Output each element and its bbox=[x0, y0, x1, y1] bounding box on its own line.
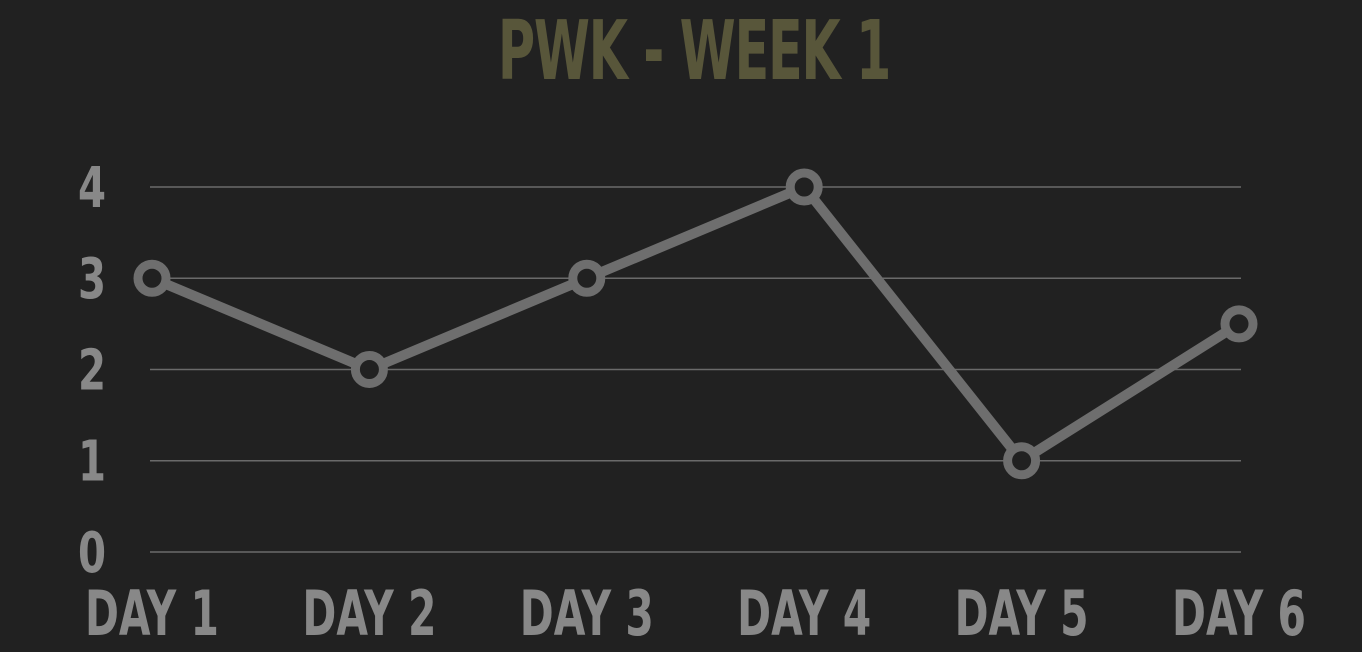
gridlines bbox=[150, 186, 1241, 553]
y-tick-label: 2 bbox=[78, 338, 106, 403]
chart-title: PWK - WEEK 1 bbox=[497, 4, 892, 99]
data-point bbox=[568, 259, 606, 297]
y-tick-label: 0 bbox=[78, 520, 106, 585]
y-axis-ticks: 0 1 2 3 4 bbox=[78, 155, 106, 585]
data-point bbox=[1003, 442, 1041, 480]
series-line bbox=[147, 182, 1244, 466]
x-tick-label: DAY 4 bbox=[737, 578, 871, 650]
data-point bbox=[785, 168, 823, 206]
y-tick-label: 4 bbox=[78, 155, 106, 220]
x-tick-label: DAY 5 bbox=[955, 578, 1089, 650]
y-tick-label: 3 bbox=[78, 247, 106, 312]
x-tick-label: DAY 3 bbox=[520, 578, 654, 650]
series-layer bbox=[133, 168, 1258, 480]
data-point bbox=[1220, 305, 1258, 343]
x-tick-label: DAY 6 bbox=[1172, 578, 1306, 650]
y-tick-label: 1 bbox=[78, 429, 106, 494]
x-tick-label: DAY 2 bbox=[302, 578, 436, 650]
data-point bbox=[350, 351, 388, 388]
data-point bbox=[133, 259, 171, 297]
x-axis-ticks: DAY 1 DAY 2 DAY 3 DAY 4 DAY 5 DAY 6 bbox=[85, 578, 1306, 650]
x-tick-label: DAY 1 bbox=[85, 578, 219, 650]
